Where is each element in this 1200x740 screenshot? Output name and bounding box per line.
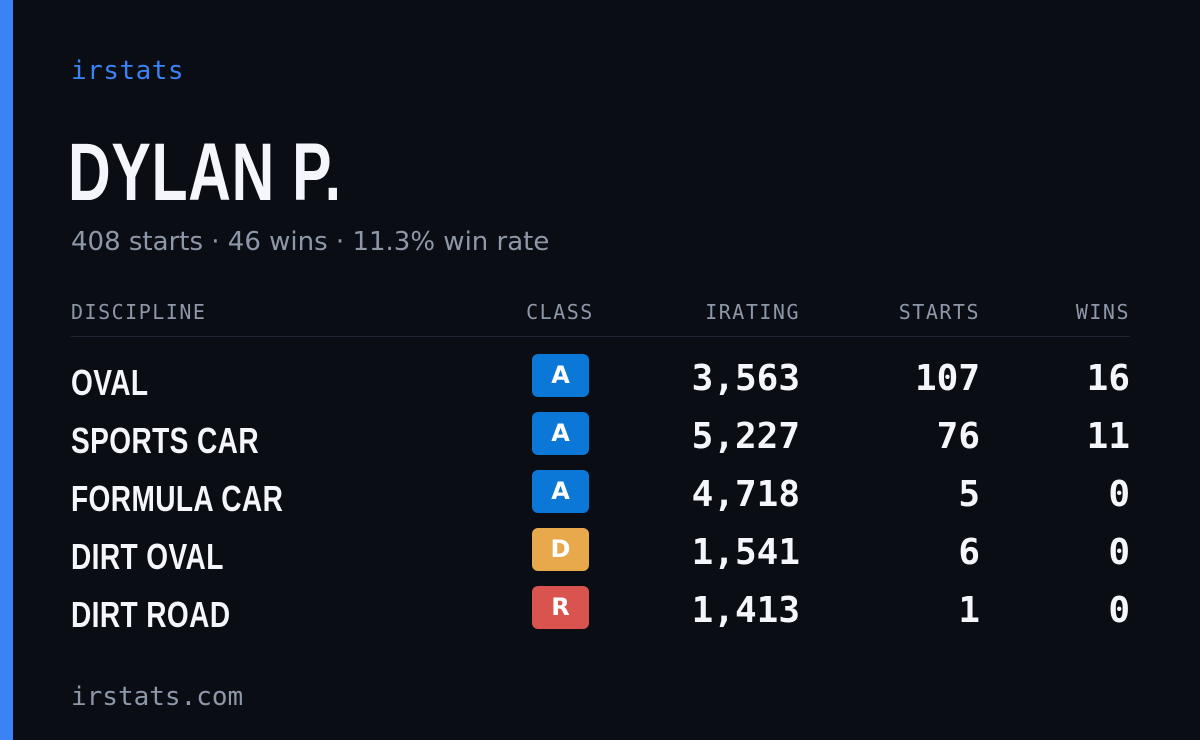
class-badge: D <box>532 528 589 571</box>
discipline-cell: DIRT ROAD <box>71 594 231 635</box>
header-starts: STARTS <box>898 300 980 324</box>
discipline-cell: DIRT OVAL <box>71 536 224 577</box>
irating-cell: 5,227 <box>691 416 800 457</box>
accent-bar <box>0 0 13 740</box>
table-row: OVAL A 3,563 107 16 <box>0 354 1200 412</box>
class-badge: A <box>532 354 589 397</box>
irating-cell: 1,413 <box>691 590 800 631</box>
header-divider <box>71 336 1130 337</box>
class-badge: R <box>532 586 589 629</box>
irating-cell: 4,718 <box>691 474 800 515</box>
brand-logo-text: irstats <box>71 56 185 86</box>
header-discipline: DISCIPLINE <box>71 300 207 324</box>
header-irating: IRATING <box>705 300 800 324</box>
starts-cell: 5 <box>958 474 980 515</box>
driver-summary: 408 starts · 46 wins · 11.3% win rate <box>71 227 550 257</box>
wins-cell: 0 <box>1108 590 1130 631</box>
footer-url: irstats.com <box>71 682 244 712</box>
wins-cell: 11 <box>1086 416 1130 457</box>
discipline-cell: OVAL <box>71 362 149 403</box>
irating-cell: 1,541 <box>691 532 800 573</box>
starts-cell: 76 <box>936 416 980 457</box>
wins-cell: 0 <box>1108 474 1130 515</box>
starts-cell: 107 <box>914 358 980 399</box>
table-row: FORMULA CAR A 4,718 5 0 <box>0 470 1200 528</box>
class-badge: A <box>532 470 589 513</box>
table-row: DIRT ROAD R 1,413 1 0 <box>0 586 1200 644</box>
table-row: SPORTS CAR A 5,227 76 11 <box>0 412 1200 470</box>
discipline-cell: FORMULA CAR <box>71 478 284 519</box>
driver-name: DYLAN P. <box>68 127 342 218</box>
starts-cell: 1 <box>958 590 980 631</box>
discipline-cell: SPORTS CAR <box>71 420 260 461</box>
wins-cell: 16 <box>1086 358 1130 399</box>
class-badge: A <box>532 412 589 455</box>
starts-cell: 6 <box>958 532 980 573</box>
table-row: DIRT OVAL D 1,541 6 0 <box>0 528 1200 586</box>
header-class: CLASS <box>526 300 594 324</box>
header-wins: WINS <box>1075 300 1130 324</box>
wins-cell: 0 <box>1108 532 1130 573</box>
irating-cell: 3,563 <box>691 358 800 399</box>
